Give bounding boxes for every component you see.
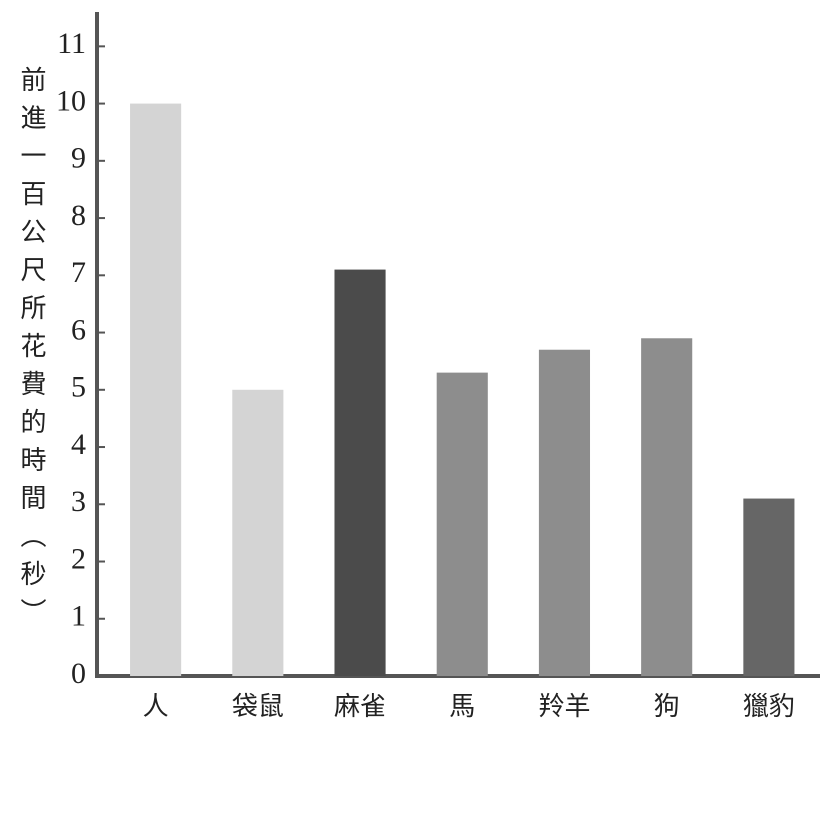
bar	[743, 499, 794, 676]
y-tick-label: 9	[71, 142, 86, 175]
y-tick-label: 8	[71, 199, 86, 232]
y-tick-label: 1	[71, 600, 86, 633]
x-tick-label: 羚羊	[538, 692, 590, 722]
x-tick-label: 狗	[654, 692, 680, 722]
bar	[437, 373, 488, 676]
y-tick-label: 5	[71, 371, 86, 404]
chart: 前進一百公尺所花費的時間（秒） 0 1 2 3 4 5 6 7 8 9 10 11 人 袋鼠 麻雀 馬 羚羊 狗 獵…	[0, 0, 823, 813]
y-tick-label: 0	[71, 657, 86, 690]
y-tick-label: 11	[57, 27, 86, 60]
y-tick-label: 3	[71, 485, 86, 518]
y-axis-title: 前進一百公尺所花費的時間（秒）	[16, 66, 46, 636]
bar	[334, 270, 385, 676]
bar	[130, 104, 181, 676]
x-tick-label: 人	[143, 692, 169, 722]
bar	[232, 390, 283, 676]
y-tick-label: 4	[71, 428, 86, 461]
y-tick-label: 6	[71, 313, 86, 346]
x-tick-label: 麻雀	[334, 692, 386, 722]
bar	[641, 338, 692, 676]
x-tick-label: 馬	[449, 692, 475, 722]
y-tick-label: 10	[56, 84, 86, 117]
x-tick-label: 袋鼠	[232, 692, 284, 722]
y-tick-label: 2	[71, 542, 86, 575]
bar	[539, 350, 590, 676]
x-tick-label: 獵豹	[743, 692, 795, 722]
y-tick-label: 7	[71, 256, 86, 289]
